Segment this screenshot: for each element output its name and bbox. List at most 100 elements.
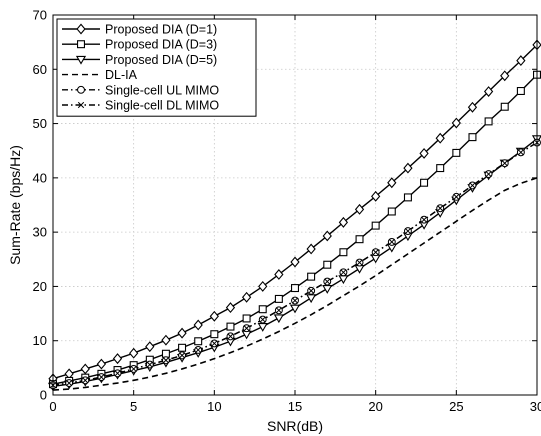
x-marker (485, 170, 492, 178)
x-marker (291, 297, 299, 304)
diamond-marker (387, 177, 397, 189)
square-marker (420, 178, 429, 187)
diamond-marker (241, 291, 252, 303)
y-tick-label: 40 (33, 170, 47, 185)
legend-marker-sample (77, 101, 85, 109)
x-marker (501, 160, 508, 167)
diamond-marker (403, 162, 413, 174)
x-tick-label: 25 (449, 399, 463, 414)
legend-entry-label: Single-cell UL MIMO (105, 83, 219, 97)
series-markers (47, 39, 541, 392)
square-marker (178, 343, 187, 352)
x-marker (453, 193, 460, 200)
x-marker (130, 365, 137, 373)
diamond-marker (177, 327, 187, 339)
diamond-marker (96, 358, 107, 370)
square-marker (387, 207, 396, 216)
x-marker (178, 352, 186, 359)
x-tick-label: 0 (49, 399, 56, 414)
square-marker (226, 322, 235, 331)
diamond-marker (80, 363, 90, 375)
legend-marker-sample (77, 85, 85, 94)
legend: Proposed DIA (D=1)Proposed DIA (D=3)Prop… (56, 18, 257, 117)
square-marker (307, 272, 316, 281)
diamond-marker (306, 243, 316, 255)
square-marker (194, 337, 203, 346)
x-marker (114, 370, 121, 377)
x-marker (388, 238, 395, 246)
x-marker (308, 287, 315, 294)
y-tick-label: 30 (33, 225, 47, 240)
legend-entry-label: Proposed DIA (D=1) (105, 23, 217, 37)
diamond-marker (274, 269, 284, 280)
diamond-marker (483, 86, 494, 97)
diamond-marker (322, 230, 332, 242)
triangle-marker (273, 314, 284, 324)
series-markers-0 (48, 39, 541, 385)
y-tick-label: 50 (33, 116, 47, 131)
x-marker (82, 377, 89, 384)
legend-entry-label: Proposed DIA (D=5) (105, 53, 217, 67)
square-marker (371, 221, 380, 230)
square-marker (452, 148, 461, 157)
diamond-marker (145, 341, 155, 353)
square-marker (484, 117, 493, 126)
square-marker (339, 248, 348, 257)
diamond-marker (338, 216, 349, 228)
x-marker (437, 205, 444, 212)
y-tick-label: 10 (33, 333, 47, 348)
series-markers-1 (48, 70, 541, 389)
diamond-marker (467, 101, 478, 113)
x-marker (77, 101, 85, 109)
x-tick-label: 15 (288, 399, 302, 414)
x-marker (195, 346, 202, 354)
diamond-marker (258, 280, 268, 292)
legend-entry-label: Single-cell DL MIMO (105, 99, 219, 113)
x-marker (340, 269, 347, 276)
x-marker (98, 373, 105, 381)
diamond-marker (435, 132, 445, 144)
x-marker (420, 216, 428, 223)
x-marker (324, 278, 331, 285)
y-axis-label: Sum-Rate (bps/Hz) (7, 145, 23, 265)
square-marker (500, 102, 509, 111)
triangle-marker (257, 323, 268, 332)
diamond-marker (419, 147, 429, 159)
x-marker (275, 307, 282, 314)
triangle-marker (289, 304, 301, 314)
diamond-marker (516, 55, 526, 67)
x-marker (146, 361, 153, 368)
x-marker (243, 325, 250, 332)
square-marker (258, 305, 267, 314)
square-marker (516, 87, 525, 96)
diamond-marker (290, 256, 300, 268)
circle-marker (77, 85, 85, 94)
x-tick-label: 10 (207, 399, 221, 414)
diamond-marker (193, 319, 203, 331)
legend-marker-sample (75, 55, 87, 65)
diamond-marker (354, 203, 365, 215)
x-marker (404, 227, 412, 235)
legend-entry-label: DL-IA (105, 68, 138, 82)
x-marker (66, 379, 73, 387)
square-marker (290, 284, 299, 293)
diamond-marker (112, 353, 123, 365)
y-tick-label: 20 (33, 279, 47, 294)
square-marker (355, 235, 364, 244)
diamond-marker (500, 70, 510, 82)
square-marker (274, 294, 283, 303)
square-marker (323, 260, 332, 269)
diamond-marker (129, 347, 139, 359)
legend-marker-sample (77, 40, 86, 49)
square-marker (77, 40, 86, 49)
x-tick-label: 20 (368, 399, 382, 414)
triangle-marker (306, 294, 317, 304)
x-marker (356, 259, 363, 266)
x-marker (227, 333, 234, 340)
x-axis-label: SNR(dB) (267, 418, 323, 434)
triangle-marker (322, 285, 333, 294)
legend-box (56, 18, 257, 117)
x-marker (259, 316, 266, 323)
x-tick-label: 5 (130, 399, 137, 414)
